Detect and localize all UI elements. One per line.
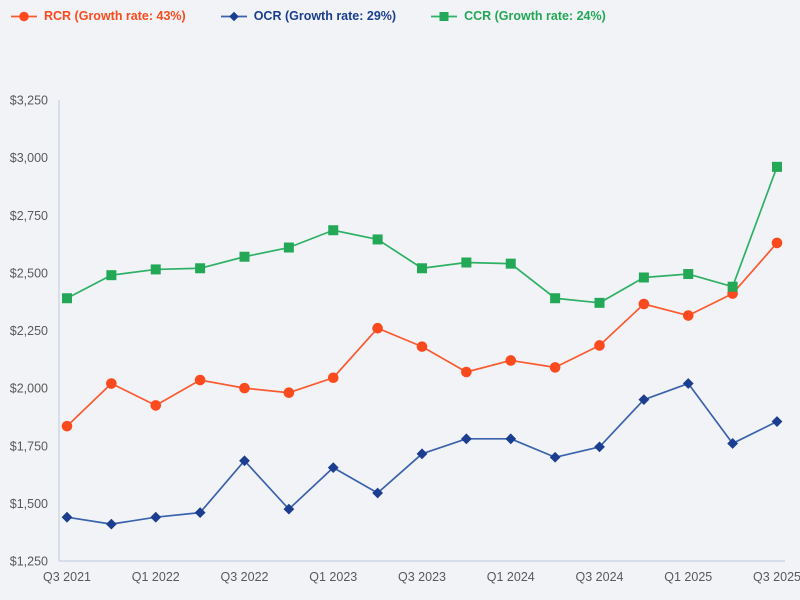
rcr-data-point	[239, 382, 250, 394]
y-axis-tick-labels: $1,250 $1,500 $1,750 $2,000 $2,250 $2,500 $2,7…	[10, 94, 48, 569]
x-tick-label: Q3 2021	[43, 570, 91, 584]
legend-item-ccr: CCR (Growth rate: 24%)	[431, 9, 606, 23]
legend-item-ocr: OCR (Growth rate: 29%)	[220, 9, 397, 23]
rcr-data-point	[327, 372, 339, 384]
series-ocr	[61, 378, 783, 530]
rcr-data-point	[505, 355, 517, 366]
ocr-diamond-marker-icon	[220, 11, 247, 21]
ocr-data-point	[505, 433, 517, 445]
y-tick-label: $1,250	[10, 555, 48, 569]
x-tick-label: Q3 2023	[398, 570, 446, 584]
ccr-data-point	[727, 281, 738, 292]
ocr-data-point	[460, 433, 472, 445]
ocr-data-point	[416, 448, 428, 460]
rcr-data-point	[194, 374, 206, 386]
rcr-circle-marker-icon	[11, 11, 37, 21]
rcr-data-point	[150, 400, 162, 411]
rcr-data-point	[372, 322, 383, 334]
x-tick-label: Q1 2024	[487, 570, 535, 584]
ocr-data-point	[194, 507, 206, 518]
rcr-data-point	[461, 366, 472, 378]
ccr-data-point	[106, 270, 117, 281]
series-rcr	[61, 237, 783, 432]
x-tick-label: Q3 2022	[221, 570, 269, 584]
ccr-data-point	[772, 161, 782, 172]
ocr-data-point	[327, 462, 339, 474]
rcr-data-point	[106, 378, 117, 389]
rcr-data-point	[594, 340, 605, 351]
rcr-data-point	[549, 362, 561, 373]
ocr-data-point	[283, 503, 295, 515]
ccr-data-point	[505, 258, 516, 269]
ccr-data-point	[150, 264, 161, 275]
legend-label-ccr: CCR (Growth rate: 24%)	[464, 9, 606, 23]
ocr-data-point	[105, 518, 117, 530]
ocr-data-point	[771, 416, 783, 427]
ccr-data-point	[594, 297, 605, 308]
x-tick-label: Q1 2022	[132, 570, 180, 584]
x-tick-label: Q3 2024	[576, 570, 624, 584]
ocr-data-point	[372, 487, 384, 499]
ocr-data-point	[594, 441, 605, 453]
rcr-data-point	[61, 420, 73, 432]
ocr-data-point	[727, 438, 739, 449]
ccr-data-point	[283, 242, 294, 253]
rcr-data-point	[682, 310, 694, 321]
chart-legend: RCR (Growth rate: 43%) OCR (Growth rate:…	[11, 9, 606, 23]
x-axis-tick-labels: Q3 2021 Q1 2022 Q3 2022 Q1 2023 Q3 2023 Q1 20…	[43, 570, 800, 584]
y-tick-label: $2,750	[10, 209, 48, 223]
ccr-data-point	[62, 293, 72, 304]
y-tick-label: $2,000	[10, 382, 48, 396]
y-tick-label: $2,500	[10, 266, 48, 280]
ccr-data-point	[461, 257, 472, 268]
ccr-data-point	[328, 225, 339, 236]
ocr-data-point	[638, 394, 650, 406]
ocr-data-point	[239, 455, 250, 467]
y-tick-label: $3,000	[10, 151, 48, 165]
ccr-data-point	[239, 251, 250, 262]
ccr-data-point	[638, 272, 649, 283]
y-tick-label: $1,500	[10, 497, 48, 511]
rcr-data-point	[771, 237, 783, 249]
ccr-line	[66, 166, 778, 304]
rcr-data-point	[638, 298, 650, 310]
ocr-data-point	[61, 511, 73, 523]
ccr-data-point	[550, 293, 561, 304]
legend-item-rcr: RCR (Growth rate: 43%)	[11, 9, 186, 23]
x-tick-label: Q1 2023	[309, 570, 357, 584]
series-ccr	[62, 161, 782, 308]
x-tick-label: Q3 2025	[753, 570, 800, 584]
legend-label-ocr: OCR (Growth rate: 29%)	[253, 9, 397, 23]
ocr-data-point	[549, 451, 561, 463]
ocr-data-point	[682, 378, 694, 389]
ccr-data-point	[683, 269, 694, 280]
y-tick-label: $2,250	[10, 324, 48, 338]
y-tick-label: $3,250	[10, 94, 48, 108]
ccr-data-point	[417, 263, 427, 274]
rcr-data-point	[283, 387, 295, 399]
ccr-data-point	[195, 263, 206, 274]
ccr-data-point	[372, 234, 383, 245]
legend-label-rcr: RCR (Growth rate: 43%)	[44, 9, 186, 23]
ccr-square-marker-icon	[431, 11, 458, 21]
y-tick-label: $1,750	[10, 439, 48, 453]
x-tick-label: Q1 2025	[664, 570, 712, 584]
ocr-data-point	[150, 511, 162, 523]
rcr-data-point	[416, 341, 428, 352]
